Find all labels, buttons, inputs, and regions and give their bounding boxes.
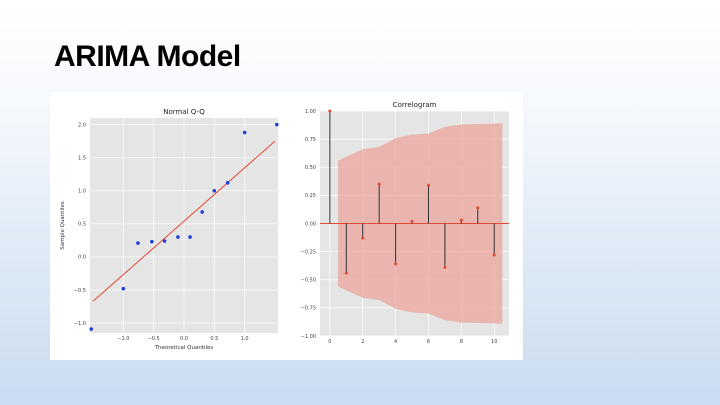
correlogram-x-tick-label: 2 (361, 339, 364, 345)
qq-point (242, 130, 247, 135)
correlogram-y-tick-label: 0.25 (305, 193, 316, 199)
correlogram-x-tick-label: 4 (394, 339, 397, 345)
correlogram-x-tick-label: 0 (328, 339, 331, 345)
figure-panel: −1.0 −0.5 0.0 0.5 1.0 −1.0 −0.5 0.0 0.5 1.0 1.5 2.0… (50, 92, 523, 360)
correlogram-x-tick-label: 10 (491, 339, 497, 345)
acf-marker (344, 271, 348, 275)
correlogram-plot: 0 2 4 6 8 10 −1.00 −0.75 −0.50 −0.25 0.00 0.25 0.50 0… (301, 101, 509, 345)
correlogram-y-tick-label: −0.25 (301, 249, 316, 255)
correlogram-x-tick-label: 8 (460, 339, 463, 345)
qq-point (176, 235, 180, 239)
qq-point (200, 210, 204, 214)
acf-marker (394, 262, 398, 266)
qq-x-tick-label: 0.0 (180, 336, 188, 342)
qq-point (274, 122, 279, 127)
qq-y-tick-label: 0.0 (78, 255, 86, 261)
slide-title: ARIMA Model (54, 40, 241, 73)
qq-y-axis-label: Sample Quantiles (60, 201, 66, 250)
correlogram-y-tick-label: −1.00 (301, 334, 316, 340)
acf-marker (459, 218, 463, 222)
qq-point (121, 286, 126, 291)
qq-x-tick-label: −0.5 (148, 336, 160, 342)
correlogram-y-tick-label: 0.00 (305, 221, 316, 227)
qq-y-tick-label: −1.0 (74, 321, 86, 327)
correlogram-title: Correlogram (393, 101, 437, 109)
qq-reference-line (92, 140, 276, 302)
qq-point (150, 239, 154, 244)
correlogram-y-tick-label: 0.50 (305, 165, 316, 171)
acf-marker (426, 183, 430, 187)
acf-marker (361, 236, 365, 240)
qq-plot: −1.0 −0.5 0.0 0.5 1.0 −1.0 −0.5 0.0 0.5 1.0 1.5 2.0… (60, 108, 279, 351)
qq-point (225, 181, 230, 185)
qq-point (188, 235, 192, 239)
qq-y-tick-label: 2.0 (78, 122, 86, 128)
qq-y-tick-label: −0.5 (74, 288, 86, 294)
qq-point (212, 188, 217, 193)
qq-x-tick-label: −1.0 (117, 336, 129, 342)
qq-y-tick-label: 0.5 (78, 222, 86, 228)
correlogram-y-tick-label: 0.75 (305, 137, 316, 143)
qq-x-tick-label: 0.5 (210, 336, 218, 342)
acf-marker (377, 182, 381, 186)
qq-point (89, 327, 94, 331)
correlogram-y-tick-label: 1.00 (305, 109, 316, 115)
correlogram-y-tick-label: −0.75 (301, 306, 316, 312)
acf-marker (410, 219, 414, 223)
qq-y-tick-label: 1.5 (78, 155, 86, 161)
qq-x-axis-label: Theoretical Quantiles (154, 345, 214, 351)
qq-y-tick-label: 1.0 (78, 189, 86, 195)
acf-marker (476, 206, 480, 210)
qq-point (136, 241, 140, 245)
qq-title: Normal Q-Q (163, 108, 205, 116)
qq-point (162, 239, 167, 243)
qq-x-tick-label: 1.0 (241, 336, 249, 342)
correlogram-y-tick-label: −0.50 (301, 278, 316, 284)
acf-marker (328, 109, 332, 113)
acf-marker (443, 265, 447, 269)
correlogram-x-tick-label: 6 (427, 339, 430, 345)
acf-marker (492, 253, 496, 257)
